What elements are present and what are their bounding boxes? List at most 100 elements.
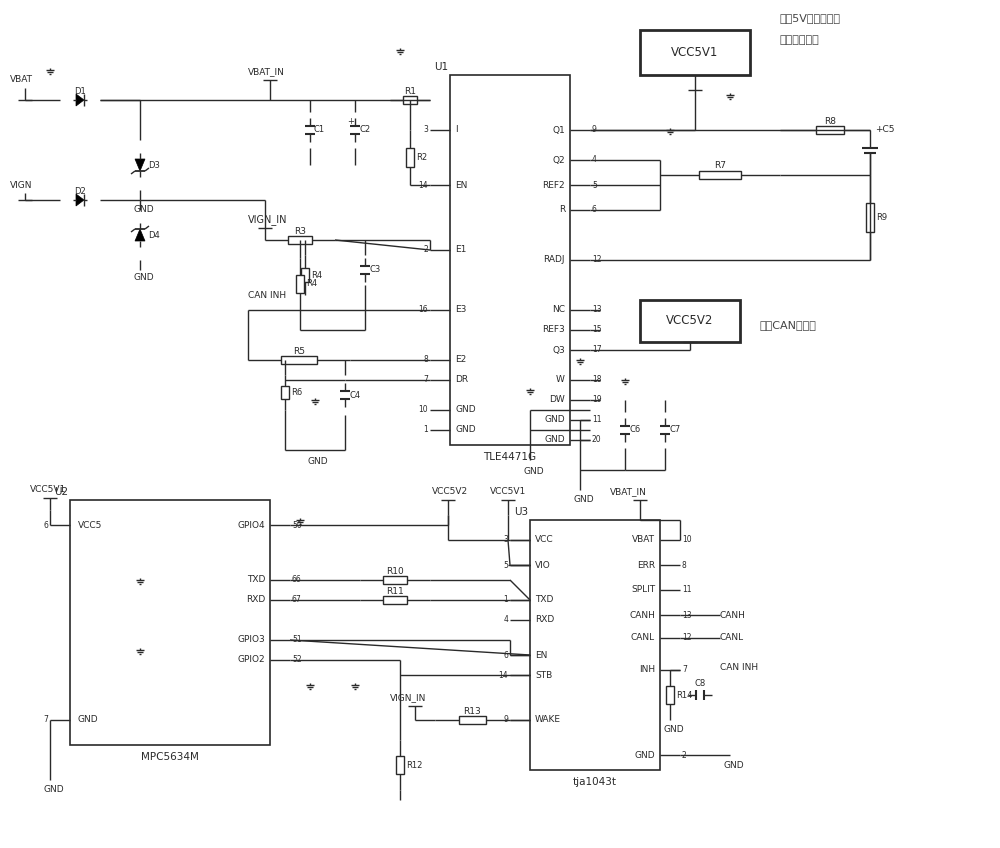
- Text: 10: 10: [682, 535, 692, 544]
- Text: E2: E2: [455, 355, 466, 365]
- Text: 52: 52: [292, 656, 302, 665]
- Text: GND: GND: [455, 405, 476, 415]
- Text: 5: 5: [503, 561, 508, 570]
- Text: VBAT: VBAT: [632, 535, 655, 544]
- Text: 67: 67: [292, 595, 302, 605]
- Text: 16: 16: [418, 305, 428, 315]
- Text: Q2: Q2: [552, 155, 565, 165]
- Bar: [450, 75, 570, 445]
- Text: SPLIT: SPLIT: [631, 585, 655, 594]
- Bar: [288, 236, 312, 244]
- Text: CANL: CANL: [720, 633, 744, 643]
- Text: TLE4471G: TLE4471G: [483, 452, 537, 462]
- Text: 8: 8: [423, 355, 428, 365]
- Text: GND: GND: [723, 761, 744, 769]
- Bar: [699, 171, 741, 179]
- Text: DW: DW: [549, 395, 565, 404]
- Text: VCC5V2: VCC5V2: [666, 315, 714, 327]
- Text: EN: EN: [535, 650, 547, 660]
- Text: CANH: CANH: [720, 611, 746, 620]
- Text: 2: 2: [682, 750, 687, 760]
- Text: RXD: RXD: [535, 616, 554, 624]
- Text: 15: 15: [592, 326, 602, 334]
- Text: R1: R1: [404, 86, 416, 96]
- Text: U2: U2: [54, 487, 68, 497]
- Text: VIGN: VIGN: [10, 181, 32, 189]
- Text: C4: C4: [349, 390, 360, 399]
- Text: 2: 2: [423, 246, 428, 254]
- Text: GND: GND: [634, 750, 655, 760]
- Text: R13: R13: [464, 706, 481, 716]
- Bar: [70, 500, 270, 745]
- Text: R14: R14: [676, 690, 692, 700]
- Text: 7: 7: [682, 666, 687, 674]
- Text: R12: R12: [406, 761, 422, 769]
- Text: REF3: REF3: [542, 326, 565, 334]
- Text: TXD: TXD: [535, 595, 553, 605]
- Text: 6: 6: [503, 650, 508, 660]
- Text: 12: 12: [682, 633, 692, 643]
- Polygon shape: [135, 229, 145, 241]
- Bar: [301, 268, 309, 282]
- Text: GND: GND: [133, 274, 154, 282]
- Text: 20: 20: [592, 436, 602, 444]
- Text: 14: 14: [418, 181, 428, 189]
- Bar: [816, 126, 844, 134]
- Text: Q1: Q1: [552, 126, 565, 135]
- Text: R: R: [559, 205, 565, 215]
- Text: CAN INH: CAN INH: [248, 291, 286, 299]
- Text: VIO: VIO: [535, 561, 551, 570]
- Text: R11: R11: [386, 587, 404, 595]
- Text: 66: 66: [292, 576, 302, 584]
- Bar: [396, 756, 404, 773]
- Text: VBAT_IN: VBAT_IN: [248, 68, 285, 76]
- Polygon shape: [76, 194, 84, 206]
- Text: Q3: Q3: [552, 345, 565, 354]
- Text: RADJ: RADJ: [544, 255, 565, 265]
- Text: W: W: [556, 376, 565, 384]
- Text: REF2: REF2: [542, 181, 565, 189]
- Text: I: I: [455, 126, 458, 135]
- Text: GND: GND: [308, 458, 329, 466]
- Text: VBAT_IN: VBAT_IN: [610, 488, 647, 496]
- Text: 9: 9: [503, 716, 508, 724]
- Text: CANL: CANL: [631, 633, 655, 643]
- Text: 11: 11: [592, 416, 602, 425]
- Text: 11: 11: [682, 585, 692, 594]
- Text: 17: 17: [592, 345, 602, 354]
- Bar: [403, 96, 417, 104]
- Text: R10: R10: [386, 566, 404, 576]
- Bar: [406, 148, 414, 167]
- Text: GND: GND: [573, 495, 594, 505]
- Text: R7: R7: [714, 161, 726, 170]
- Text: EN: EN: [455, 181, 467, 189]
- Text: +: +: [347, 118, 354, 126]
- Text: 6: 6: [43, 521, 48, 529]
- Text: TXD: TXD: [247, 576, 265, 584]
- Bar: [866, 203, 874, 232]
- Text: 5: 5: [592, 181, 597, 189]
- Text: 1: 1: [423, 426, 428, 434]
- Text: VCC5V1: VCC5V1: [490, 488, 526, 496]
- Text: GPIO3: GPIO3: [237, 635, 265, 644]
- Text: 1: 1: [503, 595, 508, 605]
- Text: C7: C7: [669, 426, 680, 434]
- Text: D2: D2: [74, 187, 86, 196]
- Text: VCC5V1: VCC5V1: [30, 486, 66, 494]
- Text: WAKE: WAKE: [535, 716, 561, 724]
- Text: 4: 4: [592, 155, 597, 165]
- Text: R5: R5: [293, 347, 305, 355]
- Polygon shape: [76, 94, 84, 106]
- Text: C2: C2: [359, 126, 370, 135]
- Text: CAN INH: CAN INH: [720, 663, 758, 672]
- Text: DR: DR: [455, 376, 468, 384]
- Text: R3: R3: [294, 226, 306, 236]
- Text: R8: R8: [824, 116, 836, 126]
- Text: 7: 7: [43, 716, 48, 724]
- Text: U3: U3: [514, 507, 528, 517]
- Text: 19: 19: [592, 395, 602, 404]
- Text: 闭，节省功耗: 闭，节省功耗: [780, 35, 820, 45]
- Text: tja1043t: tja1043t: [573, 777, 617, 787]
- Text: GND: GND: [544, 416, 565, 425]
- Text: GPIO2: GPIO2: [237, 656, 265, 665]
